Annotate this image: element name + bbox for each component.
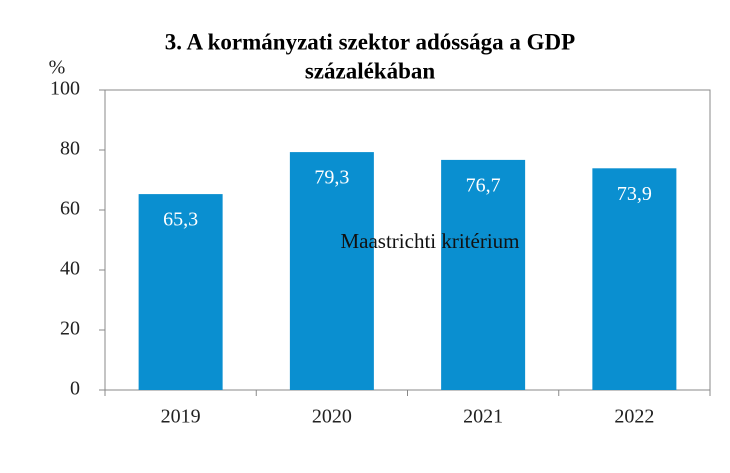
chart-title: 3. A kormányzati szektor adóssága a GDP [165,29,575,54]
y-tick-label: 40 [60,258,80,280]
bar [289,152,374,390]
annotation: Maastrichti kritérium [340,229,519,253]
value-label: 65,3 [163,209,198,231]
y-tick-label: 60 [60,198,80,220]
value-label: 76,7 [466,174,501,196]
bar [138,194,223,390]
y-tick-label: 80 [60,138,80,160]
y-axis-label: % [49,57,66,79]
value-label: 79,3 [314,167,349,189]
x-tick-label: 2019 [161,406,201,428]
y-tick-label: 0 [70,378,80,400]
bar [441,159,526,390]
x-tick-label: 2020 [312,406,352,428]
bar [592,168,677,390]
value-label: 73,9 [617,183,652,205]
y-tick-label: 20 [60,318,80,340]
x-tick-label: 2022 [614,406,654,428]
y-tick-label: 100 [50,78,80,100]
chart-title: százalékában [305,58,436,83]
x-tick-label: 2021 [463,406,503,428]
